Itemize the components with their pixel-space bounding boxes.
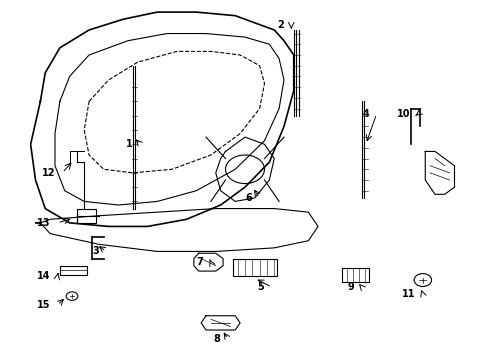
Text: 5: 5 bbox=[258, 282, 265, 292]
Bar bbox=[77, 208, 97, 223]
Text: 2: 2 bbox=[277, 19, 284, 30]
Text: 7: 7 bbox=[197, 257, 203, 267]
Text: 4: 4 bbox=[363, 109, 369, 119]
Text: 11: 11 bbox=[402, 289, 416, 299]
Text: 13: 13 bbox=[37, 218, 50, 228]
Text: 10: 10 bbox=[397, 109, 411, 119]
Text: 3: 3 bbox=[92, 247, 99, 256]
Text: 8: 8 bbox=[214, 334, 220, 344]
Bar bbox=[60, 266, 87, 275]
Text: 15: 15 bbox=[37, 300, 50, 310]
Text: 14: 14 bbox=[37, 271, 50, 282]
Text: 9: 9 bbox=[348, 282, 355, 292]
Text: 6: 6 bbox=[245, 193, 252, 203]
Text: 1: 1 bbox=[126, 139, 133, 149]
Text: 12: 12 bbox=[42, 168, 55, 178]
